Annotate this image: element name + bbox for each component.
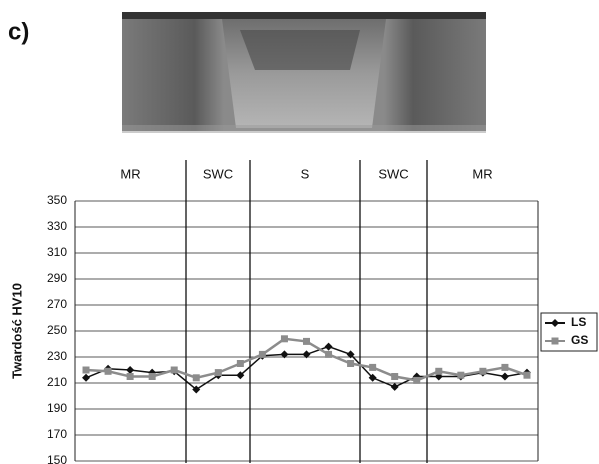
point [391, 383, 399, 391]
point [369, 364, 376, 371]
point [303, 338, 310, 345]
point [83, 367, 90, 374]
point [237, 360, 244, 367]
point [259, 351, 266, 358]
point [215, 369, 222, 376]
legend-label: GS [571, 333, 588, 347]
figure: c) 150 170 190 210 230 250 270 290 310 330 350 MR SW… [0, 0, 599, 464]
y-tick-label: 170 [47, 427, 67, 441]
point [479, 368, 486, 375]
legend-box [541, 313, 597, 351]
point [501, 364, 508, 371]
point [523, 372, 530, 379]
y-tick-label: 290 [47, 271, 67, 285]
point [325, 343, 333, 351]
point [391, 373, 398, 380]
y-tick-label: 310 [47, 245, 67, 259]
legend-label: LS [571, 315, 586, 329]
zone-label: SWC [378, 166, 408, 181]
point [552, 338, 559, 345]
y-tick-label: 230 [47, 349, 67, 363]
y-tick-label: 150 [47, 453, 67, 464]
point [127, 373, 134, 380]
micrograph [122, 12, 486, 133]
y-tick-label: 190 [47, 401, 67, 415]
point [347, 360, 354, 367]
point [501, 373, 509, 381]
point [82, 374, 90, 382]
y-tick-label: 350 [47, 193, 67, 207]
point [457, 372, 464, 379]
y-tick-label: 210 [47, 375, 67, 389]
y-tick-label: 250 [47, 323, 67, 337]
point [171, 367, 178, 374]
zone-label: MR [472, 166, 492, 181]
point [126, 366, 134, 374]
y-axis-label: Twardość HV10 [9, 283, 24, 379]
point [105, 368, 112, 375]
point [435, 368, 442, 375]
panel-label: c) [8, 18, 29, 45]
point [193, 374, 200, 381]
point [149, 373, 156, 380]
zone-label: S [301, 166, 310, 181]
point [281, 335, 288, 342]
point [325, 351, 332, 358]
y-tick-label: 270 [47, 297, 67, 311]
y-tick-label: 330 [47, 219, 67, 233]
zone-label: SWC [203, 166, 233, 181]
point [413, 377, 420, 384]
zone-label: MR [120, 166, 140, 181]
